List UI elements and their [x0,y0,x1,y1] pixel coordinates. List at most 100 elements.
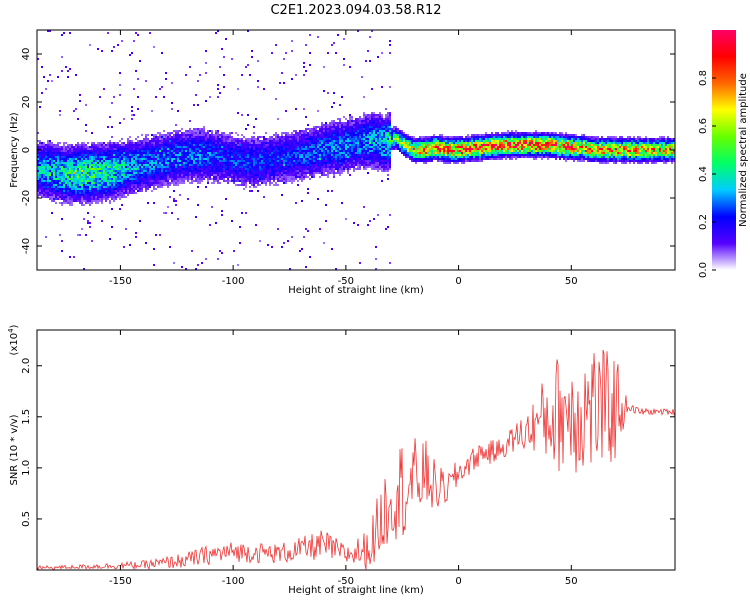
spectrogram-cell [213,154,215,156]
spectrogram-cell [151,182,153,184]
spectrogram-cell [317,36,319,38]
spectrogram-cell [99,200,101,202]
spectrogram-cell [343,148,345,150]
spectrogram-cell [87,178,89,180]
spectrogram-cell [315,152,317,154]
spectrogram-cell [157,146,159,148]
spectrogram-cell [71,170,73,172]
spectrogram-cell [283,156,285,158]
spectrogram-cell [301,152,303,154]
spectrogram-cell [171,162,173,164]
spectrogram-cell [353,154,355,156]
spectrogram-cell [327,144,329,146]
spectrogram-cell [141,176,143,178]
spectrogram-cell [169,140,171,142]
spectrogram-cell [147,138,149,140]
spectrogram-cell [159,170,161,172]
spectrogram-cell [263,154,265,156]
spectrogram-cell [49,74,51,76]
spectrogram-cell [383,120,385,122]
spectrogram-cell [341,130,343,132]
spectrogram-cell [307,132,309,134]
spectrogram-cell [121,184,123,186]
spectrogram-cell [275,170,277,172]
spectrogram-cell [303,168,305,170]
spectrogram-cell [95,172,97,174]
spectrogram-cell [281,180,283,182]
spectrogram-cell [147,182,149,184]
spectrogram-cell [85,186,87,188]
spectrogram-cell [265,180,267,182]
spectrogram-cell [115,188,117,190]
spectrogram-cell [117,162,119,164]
spectrogram-cell [57,152,59,154]
spectrogram-cell [143,140,145,142]
spectrogram-cell [219,172,221,174]
spectrogram-cell [353,126,355,128]
spectrogram-cell [43,142,45,144]
spectrogram-cell [115,164,117,166]
spectrogram-cell [103,182,105,184]
spectrogram-cell [347,138,349,140]
spectrogram-cell [61,194,63,196]
spectrogram-cell [95,154,97,156]
spectrogram-cell [77,166,79,168]
spectrogram-cell [63,202,65,204]
spectrogram-cell [107,164,109,166]
spectrogram-cell [79,156,81,158]
spectrogram-cell [101,166,103,168]
spectrogram-cell [45,186,47,188]
spectrogram-cell [349,140,351,142]
spectrogram-cell [79,146,81,148]
spectrogram-cell [43,158,45,160]
spectrogram-cell [285,174,287,176]
spectrogram-cell [67,160,69,162]
spectrogram-cell [269,172,271,174]
spectrogram-cell [167,152,169,154]
spectrogram-cell [355,144,357,146]
spectrogram-cell [371,122,373,124]
spectrogram-cell [57,188,59,190]
spectrogram-cell [87,164,89,166]
spectrogram-cell [255,186,257,188]
spectrogram-cell [305,116,307,118]
spectrogram-cell [63,196,65,198]
spectrogram-cell [79,150,81,152]
spectrogram-cell [211,206,213,208]
spectrogram-cell [383,154,385,156]
spectrogram-cell [75,192,77,194]
spectrogram-cell [345,152,347,154]
spectrogram-cell [153,142,155,144]
spectrogram-cell [207,170,209,172]
spectrogram-cell [283,174,285,176]
spectrogram-cell [89,158,91,160]
spectrogram-cell [91,158,93,160]
spectrogram-cell [85,178,87,180]
spectrogram-cell [95,148,97,150]
spectrogram-cell [83,192,85,194]
spectrogram-cell [99,152,101,154]
spectrogram-cell [71,146,73,148]
spectrogram-cell [101,188,103,190]
spectrogram-cell [339,144,341,146]
spectrogram-cell [251,138,253,140]
spectrogram-cell [51,154,53,156]
spectrogram-cell [103,156,105,158]
spectrogram-cell [241,152,243,154]
spectrogram-cell [199,168,201,170]
spectrogram-cell [311,174,313,176]
spectrogram-cell [81,174,83,176]
spectrogram-cell [299,136,301,138]
spectrogram-cell [39,158,41,160]
spectrogram-cell [281,146,283,148]
spectrogram-cell [385,118,387,120]
spectrogram-cell [271,150,273,152]
spectrogram-cell [67,146,69,148]
spectrogram-cell [143,154,145,156]
spectrogram-cell [291,180,293,182]
spectrogram-cell [73,150,75,152]
spectrogram-cell [91,152,93,154]
spectrogram-cell [187,134,189,136]
spectrogram-cell [299,164,301,166]
spectrogram-cell [367,136,369,138]
